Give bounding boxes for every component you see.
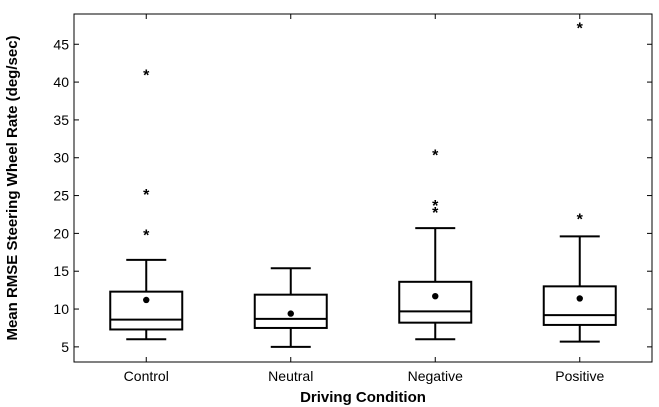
mean-marker [432,292,439,300]
mean-marker [287,310,294,317]
y-tick-label: 45 [53,36,69,52]
y-tick-label: 15 [53,263,69,279]
x-axis: Control Neutral Negative Positive [124,14,604,384]
boxes-group: ******** [109,20,617,348]
y-tick-label: 35 [53,112,69,128]
outlier-marker: * [432,147,439,164]
x-axis-title: Driving Condition [300,389,426,406]
outlier-marker: * [432,198,439,215]
outlier-marker: * [577,212,584,229]
y-tick-label: 40 [53,74,69,90]
y-tick-label: 25 [53,188,69,204]
iqr-box [542,285,617,326]
outlier-marker: * [143,67,150,84]
y-axis-title: Mean RMSE Steering Wheel Rate (deg/sec) [4,35,21,340]
x-tick-label: Positive [555,368,604,384]
plot-area-frame [73,13,653,363]
x-tick-label: Negative [408,368,463,384]
box-neutral [253,267,328,348]
x-tick-label: Neutral [268,368,313,384]
mean-marker [576,295,583,302]
outlier-marker: * [143,228,150,245]
outlier-marker: * [143,187,150,204]
y-tick-label: 5 [61,339,69,355]
outlier-marker: * [432,205,439,222]
box-positive: ** [542,20,617,343]
y-tick-label: 10 [53,301,69,317]
outlier-marker: * [577,20,584,37]
iqr-box [398,280,473,324]
iqr-box [253,293,328,329]
y-axis: 5 10 15 20 25 30 35 40 45 [53,36,652,355]
box-negative: *** [398,147,473,341]
x-tick-label: Control [124,368,169,384]
y-tick-label: 30 [53,150,69,166]
y-tick-label: 20 [53,225,69,241]
box-control: * * * [109,67,184,341]
mean-marker [143,296,150,304]
